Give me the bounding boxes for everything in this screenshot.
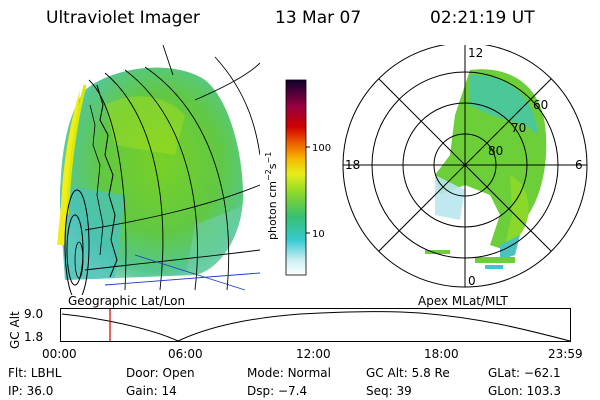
geographic-image — [57, 45, 260, 295]
info-door: Door: Open — [126, 366, 195, 380]
mlt-label-12: 12 — [468, 46, 483, 60]
xtick-1800: 18:00 — [424, 347, 459, 361]
colorbar: 100 10 photon cm−2s−1 — [264, 79, 331, 276]
info-glon: GLon: 103.3 — [488, 384, 561, 398]
date-label: 13 Mar 07 — [275, 8, 362, 28]
mlt-label-6: 6 — [575, 158, 583, 172]
info-seq: Seq: 39 — [366, 384, 412, 398]
lat-label-80: 80 — [488, 144, 503, 158]
info-mode: Mode: Normal — [247, 366, 331, 380]
instrument-title: Ultraviolet Imager — [46, 8, 200, 28]
gc-alt-ytick-high: 9.0 — [24, 307, 44, 321]
gc-alt-frame — [60, 308, 571, 342]
info-glat: GLat: −62.1 — [488, 366, 561, 380]
info-gc-alt: GC Alt: 5.8 Re — [366, 366, 450, 380]
xtick-0000: 00:00 — [42, 347, 77, 361]
xtick-2359: 23:59 — [548, 347, 583, 361]
auroral-edge — [57, 90, 80, 245]
xtick-0600: 06:00 — [168, 347, 203, 361]
gc-alt-ytick-low: 1.8 — [24, 330, 44, 344]
colorbar-label: photon cm−2s−1 — [264, 152, 279, 240]
gc-alt-plot — [60, 308, 571, 342]
mlt-label-0: 0 — [468, 274, 476, 288]
mlt-label-18: 18 — [345, 158, 360, 172]
time-label: 02:21:19 UT — [430, 8, 535, 28]
lat-label-70: 70 — [511, 121, 526, 135]
gc-alt-curve — [61, 311, 571, 342]
lat-label-60: 60 — [533, 98, 548, 112]
colorbar-tick-10: 10 — [312, 229, 325, 240]
colorbar-scale — [285, 79, 307, 276]
info-dsp: Dsp: −7.4 — [247, 384, 308, 398]
colorbar-tick-100: 100 — [312, 143, 331, 154]
coastline — [96, 84, 118, 278]
left-panel-caption: Geographic Lat/Lon — [68, 294, 186, 308]
info-gain: Gain: 14 — [126, 384, 177, 398]
info-ip: IP: 36.0 — [8, 384, 54, 398]
polar-plot: 12 18 6 0 60 70 80 — [342, 45, 588, 288]
gc-alt-axis-label: GC Alt — [8, 311, 22, 349]
info-flt: Flt: LBHL — [8, 366, 62, 380]
xtick-1200: 12:00 — [296, 347, 331, 361]
polar-plot-caption: Apex MLat/MLT — [418, 294, 508, 308]
